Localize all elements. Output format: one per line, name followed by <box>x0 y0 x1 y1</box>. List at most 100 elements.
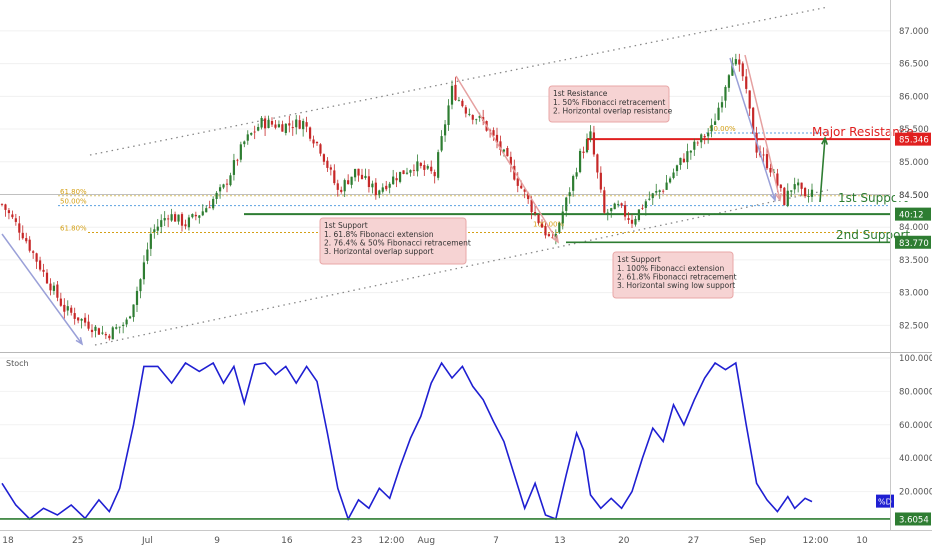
candle-body <box>146 249 149 261</box>
candle-body <box>267 119 270 128</box>
price-panel[interactable]: 61.80% 50.00% 61.80% 100.00% 50.00% 1st Resi… <box>0 0 914 352</box>
arrow-down-september-1-head <box>769 192 777 202</box>
x-tick-label: 20 <box>618 536 630 546</box>
x-tick-label: 16 <box>281 536 293 546</box>
pct-d-badge <box>876 494 894 508</box>
candle-body <box>437 152 440 178</box>
candle-body <box>457 99 461 101</box>
annotation-line: 2. 76.4% & 50% Fibonacci retracement <box>324 239 471 248</box>
candle-body <box>700 134 703 143</box>
candle-body <box>315 141 319 144</box>
candle-body <box>513 165 516 180</box>
candle-body <box>284 123 287 133</box>
price-tick-label: 84.000 <box>899 223 929 233</box>
candle-body <box>617 204 620 206</box>
candle-body <box>392 176 395 185</box>
price-tick-label: 85.500 <box>899 125 929 135</box>
candle-body <box>589 131 592 139</box>
candle-body <box>475 119 478 121</box>
candle-body <box>672 172 675 178</box>
arrow-up-target-head <box>821 135 828 145</box>
candle-body <box>416 161 419 172</box>
candle-body <box>565 197 568 211</box>
stoch-tick-label: 100.0000 <box>899 354 932 364</box>
candle-body <box>803 187 807 197</box>
candle-body <box>381 187 384 192</box>
candle-body <box>281 124 284 132</box>
candle-body <box>218 187 222 192</box>
candle-body <box>132 304 135 318</box>
candle-body <box>291 127 294 129</box>
candle-body <box>707 132 710 137</box>
candle-body <box>447 105 450 126</box>
candle-body <box>198 215 201 218</box>
candle-body <box>250 132 253 135</box>
candle-body <box>364 175 367 178</box>
price-tick-label: 82.500 <box>899 321 929 331</box>
second-support-badge-label: 83.770 <box>899 239 929 249</box>
candle-body <box>28 239 31 251</box>
stoch-line <box>1 361 813 521</box>
stoch-title: Stoch <box>6 359 29 368</box>
candle-body <box>90 329 94 333</box>
arrow-down-june-head <box>75 337 84 346</box>
arrow-down-june <box>1 233 83 345</box>
candle-body <box>274 124 277 128</box>
candle-body <box>651 193 654 199</box>
candle-body <box>160 220 163 227</box>
candle-body <box>104 334 107 336</box>
candle-body <box>630 219 634 224</box>
candle-body <box>613 203 616 210</box>
candle-body <box>710 124 713 132</box>
candle-body <box>741 63 744 77</box>
candle-body <box>149 233 152 249</box>
candle-body <box>208 207 211 209</box>
price-tick-label: 85.000 <box>899 158 929 168</box>
candle-body <box>295 119 298 128</box>
fib-label: 61.80% <box>60 224 87 232</box>
candle-body <box>111 327 114 340</box>
candle-body <box>689 150 692 153</box>
candle-body <box>135 290 139 305</box>
candle-body <box>572 176 575 191</box>
candle-body <box>260 117 263 128</box>
stoch-panel[interactable]: Stoch <box>0 357 890 521</box>
candle-body <box>554 233 557 240</box>
candle-body <box>596 154 599 173</box>
candle-body <box>239 144 242 160</box>
candle-body <box>592 132 596 155</box>
candle-body <box>101 332 104 334</box>
candle-body <box>623 205 627 217</box>
candle-body <box>658 190 661 192</box>
candle-body <box>727 75 731 88</box>
fib-label: 100.00% <box>533 221 564 229</box>
candle-body <box>499 141 502 150</box>
candle-body <box>398 171 402 182</box>
first-support-badge <box>895 207 931 221</box>
x-tick-label: 12:00 <box>378 536 404 546</box>
candle-body <box>7 210 11 214</box>
trend-arrows <box>1 54 828 346</box>
candle-body <box>125 319 128 325</box>
candle-body <box>277 124 281 128</box>
candle-body <box>655 191 658 193</box>
candle-body <box>308 127 312 139</box>
candle-body <box>191 214 194 218</box>
candle-body <box>21 232 24 239</box>
x-tick-label: Sep <box>749 536 766 546</box>
candle-body <box>201 211 204 216</box>
candle-body <box>762 154 765 156</box>
candle-body <box>153 229 156 233</box>
candle-body <box>232 160 236 175</box>
candle-body <box>122 324 125 326</box>
candle-body <box>0 204 4 205</box>
candle-body <box>790 190 793 192</box>
candle-body <box>668 178 672 183</box>
candle-body <box>385 185 388 190</box>
candle-body <box>620 203 623 206</box>
annotation-line: 1. 50% Fibonacci retracement <box>553 98 665 107</box>
candle-body <box>578 150 582 173</box>
candle-body <box>527 193 530 200</box>
candle-body <box>495 134 499 143</box>
